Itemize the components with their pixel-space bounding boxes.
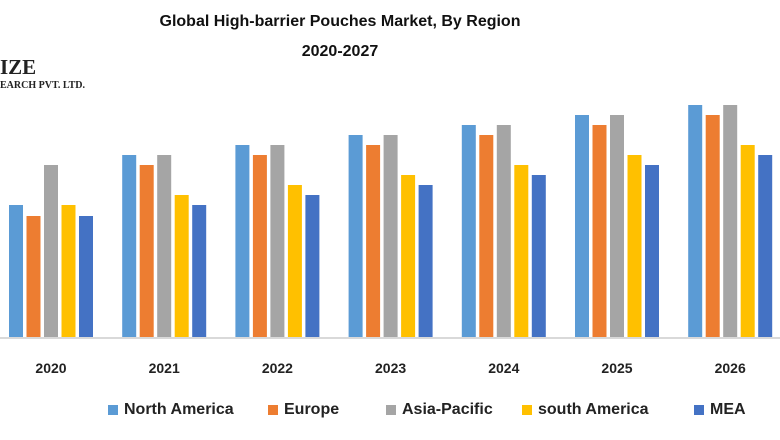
legend-item: south America	[522, 401, 649, 419]
bar-asia-pacific-2026	[723, 105, 738, 337]
bar-europe-2025	[592, 125, 607, 337]
bar-asia-pacific-2025	[610, 115, 624, 337]
legend-label: MEA	[710, 401, 746, 418]
bar-north-america-2022	[235, 145, 250, 337]
x-tick-label: 2024	[488, 360, 519, 376]
bar-europe-2023	[366, 145, 381, 337]
legend-item: Europe	[268, 401, 339, 419]
bar-north-america-2020	[9, 205, 23, 337]
bar-south-america-2021	[174, 195, 189, 337]
bar-mea-2024	[531, 175, 546, 337]
bar-asia-pacific-2023	[383, 135, 398, 337]
legend: North America Europe Asia-Pacific south Ame…	[0, 401, 780, 425]
bar-mea-2026	[758, 155, 773, 337]
legend-label: Europe	[284, 401, 340, 418]
x-tick-label: 2020	[35, 360, 66, 376]
logo-text: IZE	[0, 55, 37, 79]
bar-mea-2021	[192, 205, 207, 337]
bar-mea-2023	[418, 185, 433, 337]
bar-south-america-2026	[740, 145, 755, 337]
bar-south-america-2025	[627, 155, 642, 337]
bar-mea-2022	[305, 195, 320, 337]
legend-swatch	[522, 405, 532, 415]
bar-asia-pacific-2020	[44, 165, 58, 337]
bar-north-america-2023	[348, 135, 363, 337]
bar-south-america-2020	[61, 205, 76, 337]
bar-north-america-2024	[461, 125, 476, 337]
bar-mea-2025	[645, 165, 659, 337]
bar-asia-pacific-2021	[157, 155, 172, 337]
bar-south-america-2023	[401, 175, 416, 337]
legend-swatch	[386, 405, 396, 415]
bar-europe-2024	[479, 135, 494, 337]
bar-asia-pacific-2022	[270, 145, 285, 337]
bar-south-america-2024	[514, 165, 529, 337]
legend-swatch	[268, 405, 278, 415]
legend-swatch	[694, 405, 704, 415]
bar-north-america-2025	[575, 115, 589, 337]
x-tick-label: 2026	[715, 360, 746, 376]
bar-europe-2021	[139, 165, 154, 337]
chart-subtitle: 2020-2027	[301, 43, 379, 60]
x-tick-label: 2021	[149, 360, 180, 376]
bar-north-america-2026	[688, 105, 703, 337]
legend-label: North America	[124, 401, 234, 418]
legend-item: Asia-Pacific	[386, 401, 493, 419]
legend-label: Asia-Pacific	[402, 401, 493, 418]
legend-item: North America	[108, 401, 234, 419]
bar-south-america-2022	[287, 185, 302, 337]
bar-asia-pacific-2024	[496, 125, 511, 337]
bar-north-america-2021	[122, 155, 137, 337]
legend-label: south America	[538, 401, 649, 418]
bar-mea-2020	[79, 216, 93, 337]
chart-title: Global High-barrier Pouches Market, By R…	[159, 13, 521, 30]
bar-europe-2026	[705, 115, 720, 337]
x-tick-label: 2025	[601, 360, 632, 376]
legend-item: MEA	[694, 401, 746, 419]
x-tick-label: 2022	[262, 360, 293, 376]
bar-europe-2020	[26, 216, 41, 337]
logo-subtext: EARCH PVT. LTD.	[0, 80, 86, 91]
legend-swatch	[108, 405, 118, 415]
bar-europe-2022	[252, 155, 267, 337]
x-tick-label: 2023	[375, 360, 406, 376]
